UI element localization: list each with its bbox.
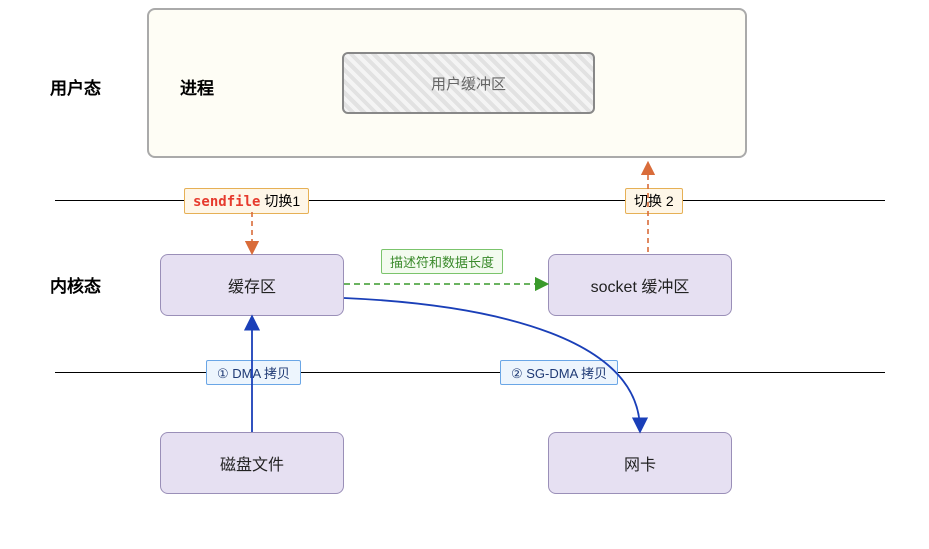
disk-file-label: 磁盘文件 [220,451,284,475]
cache-buffer-label: 缓存区 [228,273,276,297]
switch1-label: sendfile 切换1 [184,188,309,214]
dma-copy-label: ① DMA 拷贝 [206,360,301,385]
sgdma-copy-label: ② SG-DMA 拷贝 [500,360,618,385]
switch1-text: 切换1 [260,193,300,209]
cache-buffer-box: 缓存区 [160,254,344,316]
switch2-text: 切换 2 [634,193,674,209]
descriptor-length-label: 描述符和数据长度 [381,249,503,274]
user-buffer-box: 用户缓冲区 [342,52,595,114]
divider-kernel-hw [55,372,885,373]
disk-file-box: 磁盘文件 [160,432,344,494]
kernelspace-label: 内核态 [50,272,101,297]
sendfile-call: sendfile [193,194,260,210]
userspace-label: 用户态 [50,74,101,99]
user-buffer-label: 用户缓冲区 [431,73,506,94]
socket-buffer-label: socket 缓冲区 [591,273,690,297]
switch2-label: 切换 2 [625,188,683,214]
process-title: 进程 [180,74,214,99]
nic-label: 网卡 [624,451,656,475]
divider-user-kernel [55,200,885,201]
nic-box: 网卡 [548,432,732,494]
socket-buffer-box: socket 缓冲区 [548,254,732,316]
